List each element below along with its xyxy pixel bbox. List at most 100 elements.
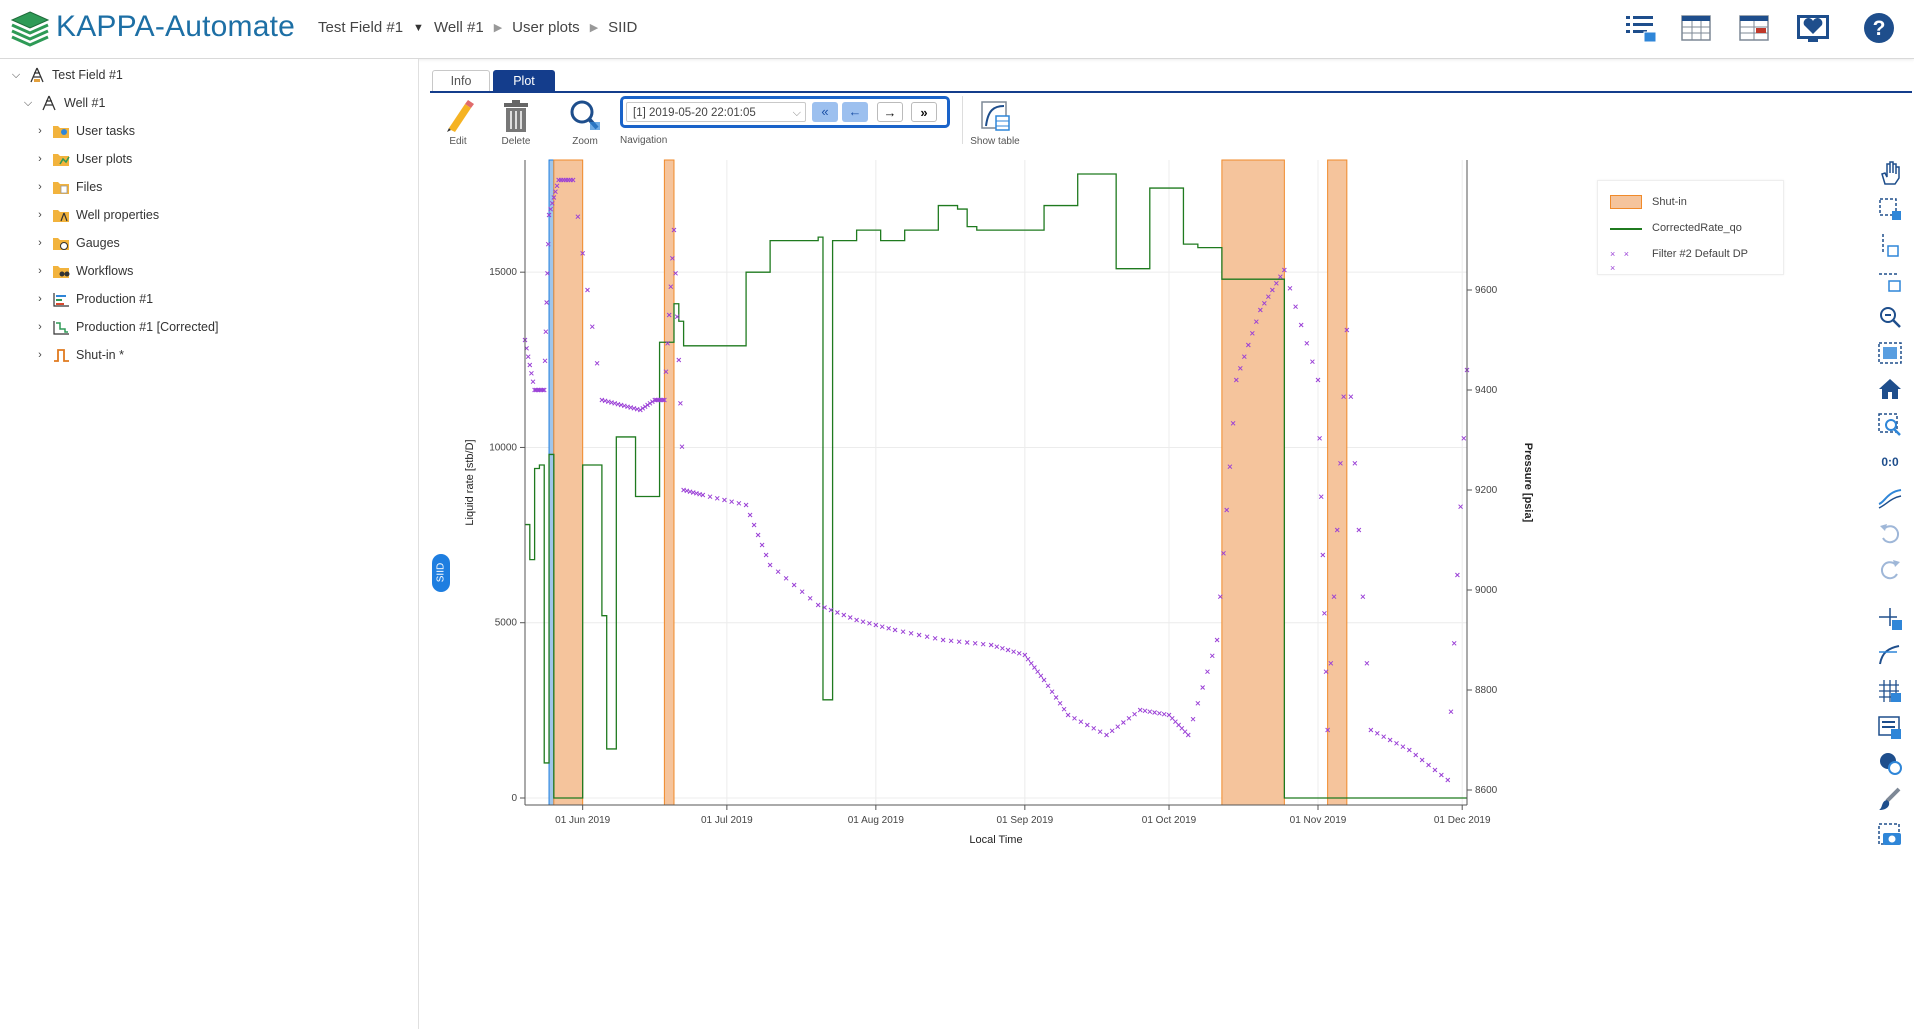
tree-item-workflows[interactable]: › Workflows [34, 260, 133, 282]
legend-item-pressure[interactable]: × × × Filter #2 Default DP [1610, 245, 1748, 273]
task-list-icon[interactable] [1624, 10, 1658, 46]
pressure-marker [791, 582, 797, 588]
crosshair-icon[interactable] [1877, 606, 1903, 632]
zoom-area-icon[interactable] [1877, 340, 1903, 366]
pressure-marker [1224, 507, 1230, 513]
legend-item-rate[interactable]: CorrectedRate_qo [1610, 219, 1742, 237]
pressure-marker [543, 329, 549, 335]
chevron-right-icon[interactable]: › [38, 265, 42, 277]
pressure-marker [1200, 685, 1206, 690]
select-horizontal-icon[interactable] [1877, 268, 1903, 294]
pressure-marker [1097, 729, 1103, 735]
chevron-right-icon[interactable]: › [38, 321, 42, 333]
chevron-down-icon[interactable]: ⌵ [23, 96, 33, 109]
pressure-marker [900, 629, 906, 635]
tangent-icon[interactable] [1877, 642, 1903, 668]
tree-item-user-plots[interactable]: › User plots [34, 148, 132, 170]
siid-side-tab[interactable]: SIID [432, 554, 450, 592]
select-vertical-icon[interactable] [1877, 232, 1903, 258]
tree-item-label: Well #1 [64, 96, 106, 110]
legend-label: Filter #2 Default DP [1652, 248, 1748, 260]
grid-lines-icon[interactable] [1877, 678, 1903, 704]
pressure-marker [835, 610, 840, 615]
nav-first-button[interactable]: « [812, 102, 838, 122]
redo-icon[interactable] [1877, 556, 1903, 582]
help-icon[interactable]: ? [1862, 10, 1896, 46]
tab-info[interactable]: Info [432, 70, 490, 92]
grid-view-icon[interactable] [1680, 10, 1714, 46]
pressure-marker [1356, 527, 1362, 533]
legend-item-shut-in[interactable]: Shut-in [1610, 193, 1687, 211]
nav-last-button[interactable]: » [911, 102, 937, 122]
y-tick-label: 0 [511, 793, 517, 804]
tree-item-well-properties[interactable]: › Well properties [34, 204, 159, 226]
chevron-right-icon[interactable]: › [38, 293, 42, 305]
tree-item-gauges[interactable]: › Gauges [34, 232, 120, 254]
reset-ratio-icon[interactable]: 0:0 [1877, 448, 1903, 474]
breadcrumb-well[interactable]: Well #1 [433, 19, 484, 36]
breadcrumb-user-plots[interactable]: User plots [512, 19, 580, 36]
nav-next-button[interactable]: → [877, 102, 903, 122]
tree-item-production-corrected[interactable]: › Production #1 [Corrected] [34, 316, 218, 338]
chevron-down-icon[interactable]: ▼ [413, 21, 424, 34]
pressure-marker [570, 177, 576, 183]
color-settings-icon[interactable] [1877, 750, 1903, 776]
delete-label: Delete [501, 136, 531, 147]
zoom-button[interactable]: Zoom [555, 96, 615, 148]
undo-icon[interactable] [1877, 520, 1903, 546]
pressure-marker [1022, 652, 1028, 658]
grid-view-alt-icon[interactable] [1738, 10, 1772, 46]
pressure-marker [1185, 732, 1191, 738]
show-table-button[interactable]: Show table [963, 96, 1027, 148]
tree-item-production[interactable]: › Production #1 [34, 288, 153, 310]
pressure-marker [886, 625, 892, 631]
pressure-marker [1455, 572, 1460, 578]
chevron-right-icon[interactable]: › [38, 237, 42, 249]
chevron-right-icon[interactable]: › [38, 153, 42, 165]
pressure-marker [783, 575, 789, 581]
chevron-right-icon[interactable]: › [38, 181, 42, 193]
y-axis-title: Liquid rate [stb/D] [464, 439, 476, 525]
pressure-marker [553, 189, 558, 195]
legend-settings-icon[interactable] [1877, 714, 1903, 740]
chevron-right-icon[interactable]: › [38, 209, 42, 221]
zoom-out-icon[interactable] [1877, 304, 1903, 330]
pressure-marker [666, 312, 672, 318]
select-rectangle-icon[interactable] [1877, 196, 1903, 222]
breadcrumb-field[interactable]: Test Field #1 [318, 19, 404, 36]
chevron-right-icon[interactable]: › [38, 125, 42, 137]
navigation-select[interactable]: [1] 2019-05-20 22:01:05 ⌵ [626, 102, 806, 122]
app-title[interactable]: KAPPA-Automate [56, 10, 296, 43]
heart-monitor-icon[interactable] [1796, 10, 1830, 46]
rate-pressure-plot[interactable]: 01 Jun 2019 01 Jul 2019 01 Aug 2019 01 Sep … [430, 155, 1870, 1025]
chevron-right-icon[interactable]: › [38, 349, 42, 361]
pressure-marker [1230, 420, 1236, 426]
camera-screenshot-icon[interactable] [1877, 822, 1903, 848]
zoom-fit-icon[interactable] [1877, 412, 1903, 438]
kappa-logo-icon[interactable] [8, 10, 52, 50]
tab-plot[interactable]: Plot [493, 70, 555, 92]
delete-button[interactable]: Delete [486, 96, 546, 148]
home-icon[interactable] [1877, 376, 1903, 402]
tree-item-shut-in[interactable]: › Shut-in * [34, 344, 124, 366]
pressure-marker [1293, 304, 1298, 310]
svg-text:?: ? [1873, 17, 1886, 40]
pressure-marker [1368, 727, 1374, 733]
tree-item-files[interactable]: › Files [34, 176, 102, 198]
pressure-marker [542, 358, 548, 364]
tree-item-test-field[interactable]: ⌵ Test Field #1 [10, 64, 123, 86]
curve-fit-icon[interactable] [1877, 484, 1903, 510]
edit-button[interactable]: Edit [428, 96, 488, 148]
pressure-marker [1458, 504, 1463, 510]
tree-item-user-tasks[interactable]: › User tasks [34, 120, 135, 142]
chevron-down-icon[interactable]: ⌵ [11, 68, 21, 81]
pressure-marker [1448, 709, 1454, 715]
pan-hand-icon[interactable] [1877, 160, 1903, 186]
pencil-icon [447, 100, 474, 132]
nav-prev-button[interactable]: ← [842, 102, 868, 122]
shut-in-band [663, 159, 675, 806]
pressure-marker [1142, 708, 1148, 714]
brush-icon[interactable] [1877, 786, 1903, 812]
tree-item-well[interactable]: ⌵ Well #1 [22, 92, 105, 114]
chevron-right-icon: ▶ [493, 22, 503, 34]
